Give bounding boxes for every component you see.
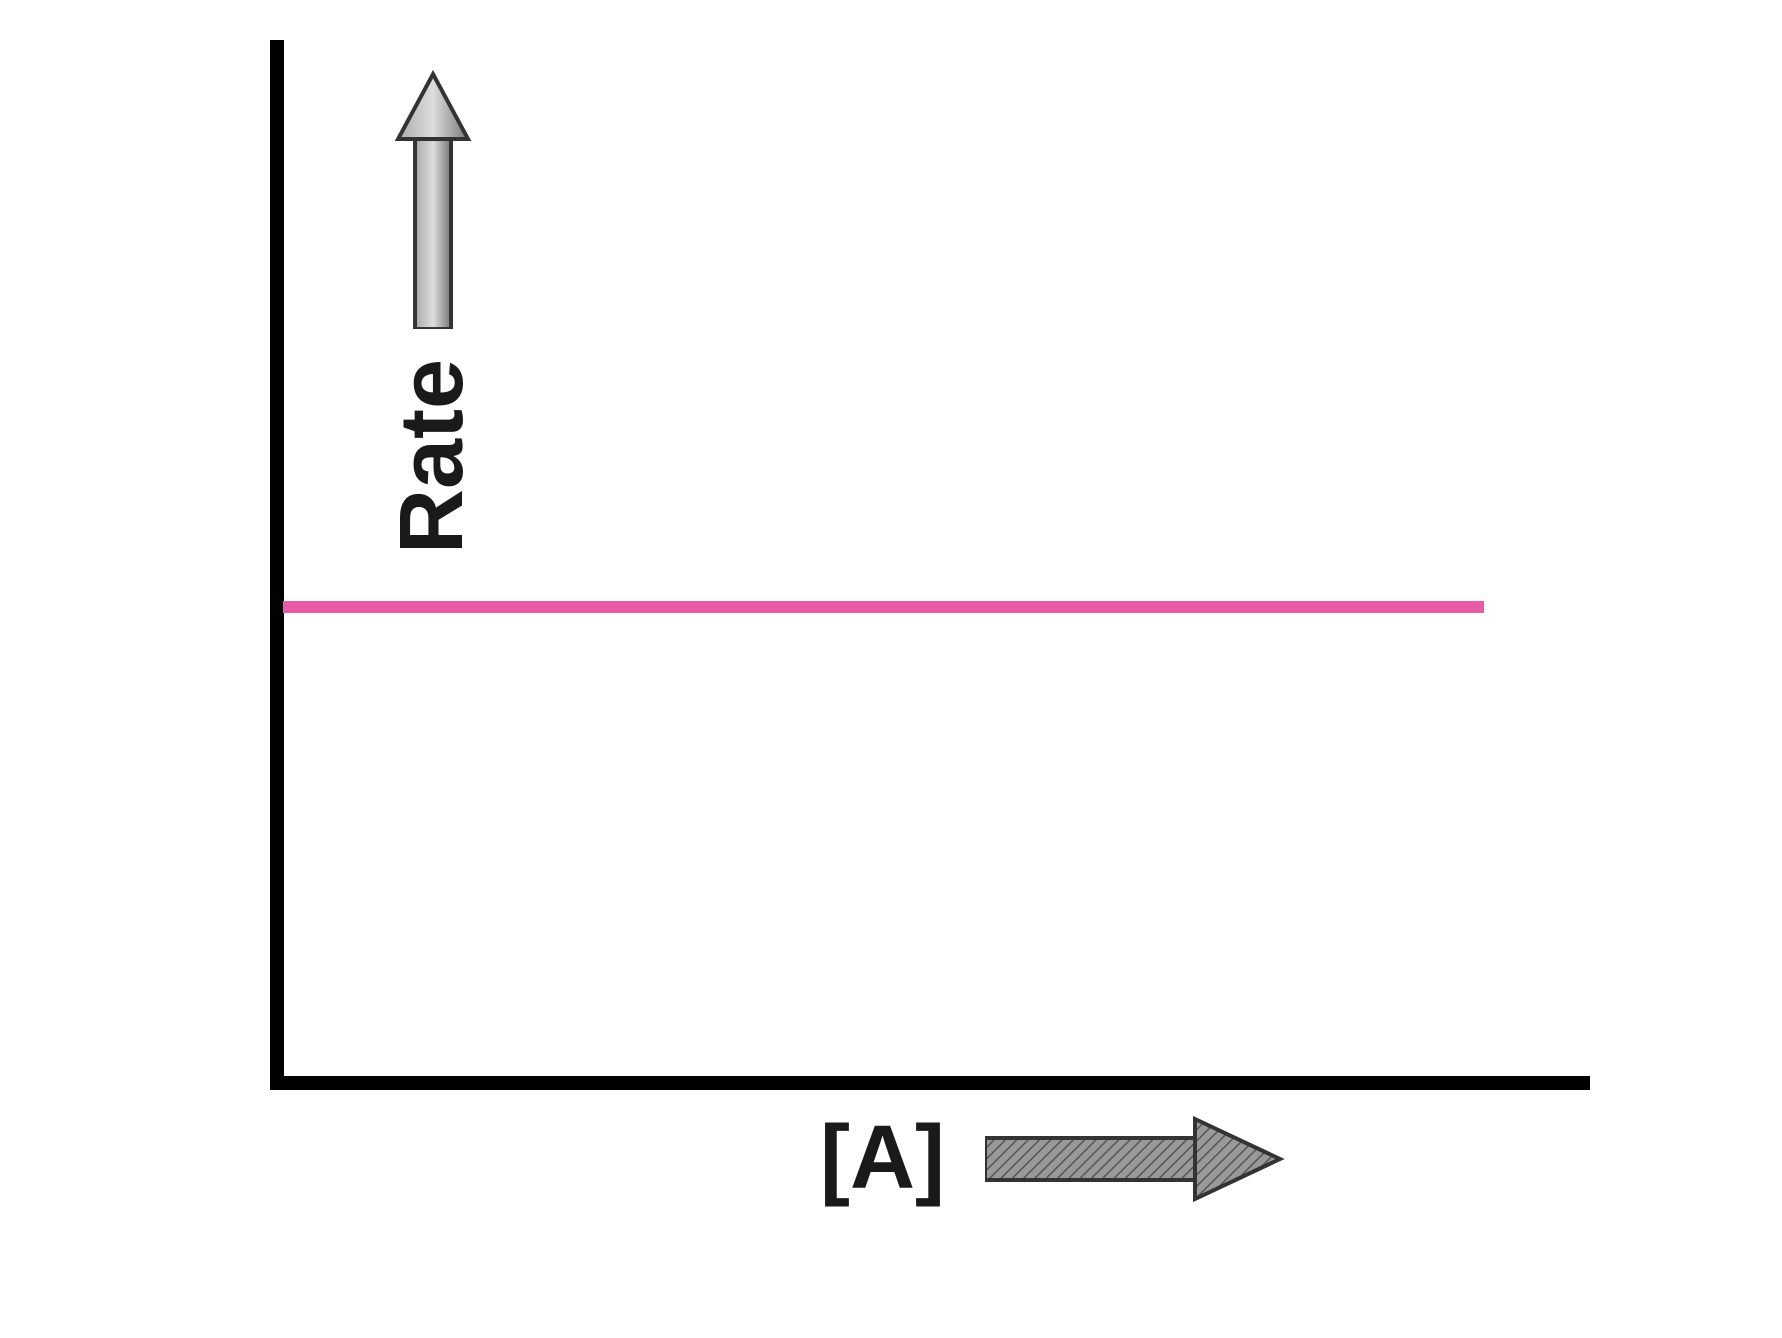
x-axis-label-group: [A] (820, 1107, 1285, 1210)
rate-vs-concentration-chart: Rate [A] (150, 40, 1650, 1240)
y-axis-label: Rate (381, 359, 484, 554)
y-axis-label-group: Rate (381, 69, 484, 554)
y-axis-arrow-icon (393, 69, 473, 329)
rate-line (283, 601, 1484, 613)
x-axis-arrow-icon (985, 1114, 1285, 1204)
x-axis-label: [A] (820, 1107, 945, 1210)
y-axis (270, 40, 284, 1090)
x-axis (270, 1076, 1590, 1090)
plot-area: Rate [A] (270, 40, 1590, 1090)
